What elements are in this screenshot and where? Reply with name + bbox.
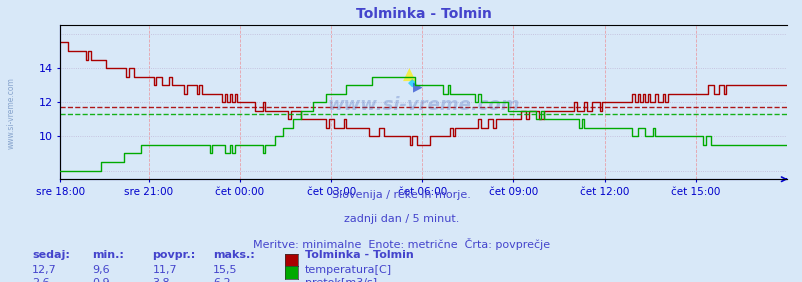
Text: 9,6: 9,6 xyxy=(92,265,110,275)
Text: Tolminka - Tolmin: Tolminka - Tolmin xyxy=(305,250,413,259)
Title: Tolminka - Tolmin: Tolminka - Tolmin xyxy=(355,7,491,21)
Text: temperatura[C]: temperatura[C] xyxy=(305,265,391,275)
Text: ◆: ◆ xyxy=(408,77,416,87)
Text: www.si-vreme.com: www.si-vreme.com xyxy=(327,96,519,114)
Text: 0,9: 0,9 xyxy=(92,278,110,282)
Text: 2,6: 2,6 xyxy=(32,278,50,282)
Text: 11,7: 11,7 xyxy=(152,265,177,275)
Text: zadnji dan / 5 minut.: zadnji dan / 5 minut. xyxy=(343,214,459,224)
Text: 15,5: 15,5 xyxy=(213,265,237,275)
Text: Meritve: minimalne  Enote: metrične  Črta: povprečje: Meritve: minimalne Enote: metrične Črta:… xyxy=(253,238,549,250)
Text: 12,7: 12,7 xyxy=(32,265,57,275)
Text: ▶: ▶ xyxy=(412,80,422,93)
Text: 6,2: 6,2 xyxy=(213,278,230,282)
Text: sedaj:: sedaj: xyxy=(32,250,70,259)
Text: www.si-vreme.com: www.si-vreme.com xyxy=(6,77,15,149)
Text: 3,8: 3,8 xyxy=(152,278,170,282)
Text: min.:: min.: xyxy=(92,250,124,259)
Text: maks.:: maks.: xyxy=(213,250,254,259)
Text: ▲: ▲ xyxy=(402,65,415,83)
Text: povpr.:: povpr.: xyxy=(152,250,196,259)
Text: pretok[m3/s]: pretok[m3/s] xyxy=(305,278,377,282)
Text: Slovenija / reke in morje.: Slovenija / reke in morje. xyxy=(332,190,470,200)
